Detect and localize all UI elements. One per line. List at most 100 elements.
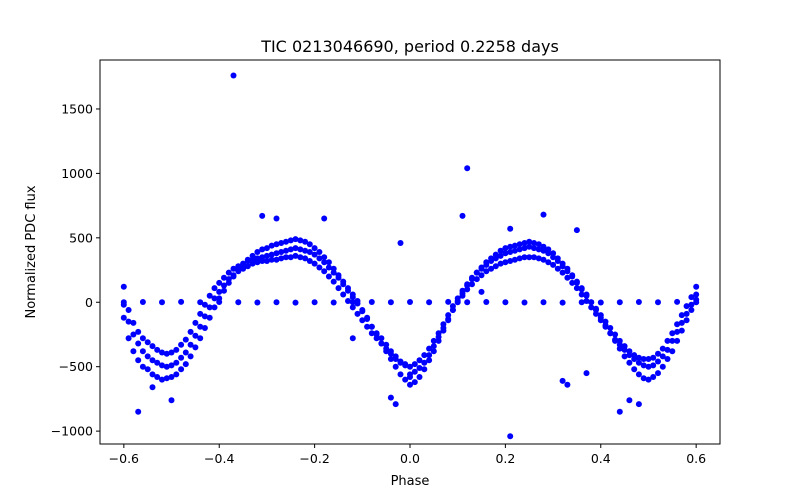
data-point <box>531 245 537 252</box>
data-point <box>330 278 337 285</box>
data-point <box>259 212 266 219</box>
data-point <box>240 265 247 272</box>
data-point <box>173 346 180 353</box>
data-point <box>531 240 537 246</box>
data-point <box>159 376 165 383</box>
data-point <box>683 310 690 317</box>
data-point <box>135 340 142 347</box>
data-point <box>616 341 623 348</box>
data-point <box>526 238 533 245</box>
data-point <box>650 362 657 369</box>
data-point <box>221 282 227 289</box>
data-point <box>655 370 661 377</box>
data-point <box>235 299 242 306</box>
data-point <box>669 337 676 344</box>
data-point <box>144 339 151 346</box>
data-point <box>120 283 127 290</box>
data-point <box>259 246 266 253</box>
data-point <box>664 356 671 362</box>
data-point <box>564 274 571 281</box>
data-point <box>292 252 299 259</box>
data-point <box>597 317 604 324</box>
data-point <box>426 352 433 359</box>
data-point <box>268 242 275 249</box>
data-point <box>502 245 509 252</box>
data-point <box>287 237 294 244</box>
data-point <box>664 346 671 353</box>
data-point <box>678 312 685 319</box>
data-point <box>483 299 490 305</box>
data-point <box>693 283 700 290</box>
data-point <box>368 323 375 330</box>
data-point <box>254 299 261 306</box>
data-point <box>364 316 371 322</box>
data-point <box>292 245 299 252</box>
data-point <box>535 255 542 262</box>
data-point <box>583 292 590 299</box>
data-point <box>435 334 442 340</box>
data-point <box>273 256 280 263</box>
data-point <box>254 259 261 266</box>
data-point <box>445 316 452 322</box>
data-point <box>521 254 528 261</box>
data-point <box>521 245 528 252</box>
data-point <box>335 285 342 292</box>
data-point <box>354 300 361 307</box>
data-point <box>521 240 528 246</box>
data-point <box>492 255 499 262</box>
data-point <box>588 299 595 306</box>
data-point <box>559 299 566 306</box>
data-point <box>650 374 657 380</box>
data-point <box>459 212 466 219</box>
data-point <box>449 307 456 313</box>
data-point <box>416 365 423 371</box>
data-point <box>135 357 142 364</box>
data-point <box>259 258 266 264</box>
data-point <box>197 299 204 306</box>
data-point <box>311 299 318 306</box>
data-point <box>502 250 509 257</box>
data-point <box>545 250 552 257</box>
data-point <box>230 72 237 79</box>
data-point <box>273 250 280 257</box>
data-point <box>316 255 323 262</box>
data-point <box>345 287 351 294</box>
x-tick-label: −0.2 <box>299 451 329 466</box>
data-point <box>206 314 213 321</box>
data-point <box>268 256 275 263</box>
data-point <box>511 247 518 254</box>
x-tick-label: 0.2 <box>495 451 515 466</box>
y-tick-label: 500 <box>69 230 93 245</box>
data-point <box>655 358 661 365</box>
data-point <box>507 258 514 264</box>
data-point <box>440 325 447 331</box>
data-point <box>159 362 165 369</box>
data-point <box>254 249 261 255</box>
data-point <box>559 269 566 276</box>
data-point <box>330 269 337 276</box>
data-point <box>197 323 204 330</box>
data-point <box>311 251 318 258</box>
data-point <box>564 268 571 275</box>
data-point <box>201 325 208 331</box>
data-point <box>569 273 576 280</box>
data-point <box>688 294 695 301</box>
data-point <box>526 243 533 250</box>
data-point <box>216 288 223 295</box>
data-point <box>635 359 642 366</box>
data-point <box>421 352 428 359</box>
data-point <box>325 273 332 280</box>
data-point <box>316 264 323 271</box>
data-point <box>497 247 504 254</box>
data-point <box>507 243 514 250</box>
data-point <box>139 363 146 370</box>
data-point <box>192 319 199 326</box>
data-point <box>674 321 681 328</box>
data-point <box>221 274 227 281</box>
data-point <box>655 350 661 357</box>
data-point <box>683 317 690 324</box>
data-point <box>392 363 399 370</box>
data-point <box>454 299 461 306</box>
data-point <box>402 376 409 383</box>
data-point <box>163 350 170 357</box>
